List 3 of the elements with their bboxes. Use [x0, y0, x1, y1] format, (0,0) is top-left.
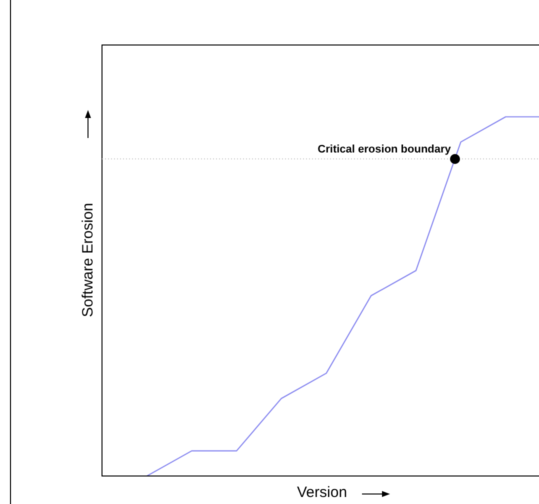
annotation: Critical erosion boundary — [318, 143, 452, 156]
x-axis-title: Version — [297, 484, 348, 501]
y-axis-title: Software Erosion — [80, 202, 96, 318]
